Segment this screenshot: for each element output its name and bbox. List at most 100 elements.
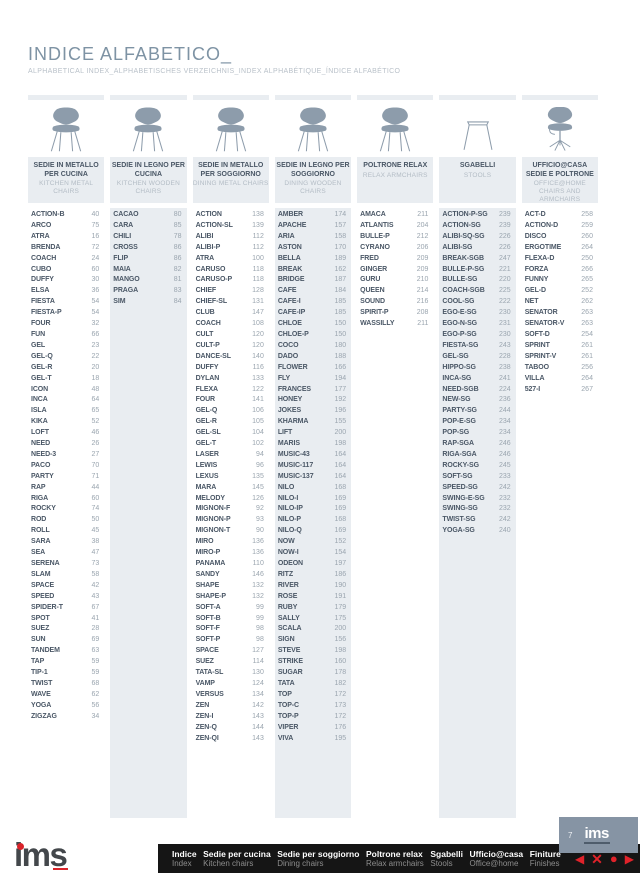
footer-tab-indice[interactable]: Indice Index — [172, 849, 197, 869]
index-entry[interactable]: VIVA 195 — [275, 734, 351, 745]
index-entry[interactable]: SPACE 42 — [28, 581, 104, 592]
index-entry[interactable]: ACTION-SL 139 — [193, 221, 269, 232]
index-entry[interactable]: CARA 85 — [110, 221, 186, 232]
index-entry[interactable]: NILO-IP 169 — [275, 504, 351, 515]
index-entry[interactable]: GEL-T 18 — [28, 374, 104, 385]
index-entry[interactable]: TABOO 256 — [522, 363, 598, 374]
index-entry[interactable]: EGO-E-SG 230 — [439, 308, 515, 319]
index-entry[interactable]: FUN 66 — [28, 330, 104, 341]
index-entry[interactable]: GINGER 209 — [357, 265, 433, 276]
footer-tab-poltrone-relax[interactable]: Poltrone relax Relax armchairs — [366, 849, 424, 869]
index-entry[interactable]: TATA 182 — [275, 679, 351, 690]
index-entry[interactable]: SUN 69 — [28, 635, 104, 646]
index-entry[interactable]: ROCKY 74 — [28, 504, 104, 515]
index-entry[interactable]: ATRA 16 — [28, 232, 104, 243]
index-entry[interactable]: YOGA 56 — [28, 701, 104, 712]
index-entry[interactable]: RUBY 179 — [275, 603, 351, 614]
index-entry[interactable]: MELODY 126 — [193, 494, 269, 505]
index-entry[interactable]: ACTION-P-SG 239 — [439, 210, 515, 221]
index-entry[interactable]: RIGA-SGA 246 — [439, 450, 515, 461]
index-entry[interactable]: POP-SG 234 — [439, 428, 515, 439]
index-entry[interactable]: SHAPE-P 132 — [193, 592, 269, 603]
index-entry[interactable]: LOFT 46 — [28, 428, 104, 439]
index-entry[interactable]: MIRO-P 136 — [193, 548, 269, 559]
index-entry[interactable]: BRENDA 72 — [28, 243, 104, 254]
index-entry[interactable]: SOUND 216 — [357, 297, 433, 308]
index-entry[interactable]: SOFT-D 254 — [522, 330, 598, 341]
index-entry[interactable]: SPRINT-V 261 — [522, 352, 598, 363]
index-entry[interactable]: CARUSO 118 — [193, 265, 269, 276]
index-entry[interactable]: SWING-SG 232 — [439, 504, 515, 515]
index-entry[interactable]: LIFT 200 — [275, 428, 351, 439]
index-entry[interactable]: MIGNON-T 90 — [193, 526, 269, 537]
index-entry[interactable]: DUFFY 30 — [28, 275, 104, 286]
index-entry[interactable]: ARCO 75 — [28, 221, 104, 232]
index-entry[interactable]: JOKES 196 — [275, 406, 351, 417]
index-entry[interactable]: FOUR 141 — [193, 395, 269, 406]
index-entry[interactable]: ZEN-QI 143 — [193, 734, 269, 745]
index-entry[interactable]: ROSE 191 — [275, 592, 351, 603]
index-entry[interactable]: LEXUS 135 — [193, 472, 269, 483]
index-entry[interactable]: BREAK-SGB 247 — [439, 254, 515, 265]
index-entry[interactable]: NEW-SG 236 — [439, 395, 515, 406]
index-entry[interactable]: LEWIS 96 — [193, 461, 269, 472]
index-entry[interactable]: SHAPE 132 — [193, 581, 269, 592]
next-page-icon[interactable]: ▶ — [624, 851, 634, 866]
index-entry[interactable]: SLAM 58 — [28, 570, 104, 581]
index-entry[interactable]: KHARMA 155 — [275, 417, 351, 428]
index-entry[interactable]: EGO-N-SG 231 — [439, 319, 515, 330]
index-entry[interactable]: SEA 47 — [28, 548, 104, 559]
index-entry[interactable]: SUEZ 114 — [193, 657, 269, 668]
index-entry[interactable]: MANGO 81 — [110, 275, 186, 286]
index-entry[interactable]: SOFT-F 98 — [193, 624, 269, 635]
index-entry[interactable]: GEL-Q 22 — [28, 352, 104, 363]
index-entry[interactable]: SANDY 146 — [193, 570, 269, 581]
index-entry[interactable]: CULT 120 — [193, 330, 269, 341]
index-entry[interactable]: ATLANTIS 204 — [357, 221, 433, 232]
index-entry[interactable]: FUNNY 265 — [522, 275, 598, 286]
index-entry[interactable]: TWIST 68 — [28, 679, 104, 690]
index-entry[interactable]: AMACA 211 — [357, 210, 433, 221]
index-entry[interactable]: PARTY-SG 244 — [439, 406, 515, 417]
footer-tab-sedie-per-cucina[interactable]: Sedie per cucina Kitchen chairs — [203, 849, 271, 869]
index-entry[interactable]: NILO-I 169 — [275, 494, 351, 505]
index-entry[interactable]: CHLOE 150 — [275, 319, 351, 330]
index-entry[interactable]: PRAGA 83 — [110, 286, 186, 297]
index-entry[interactable]: TANDEM 63 — [28, 646, 104, 657]
index-entry[interactable]: FLEXA 122 — [193, 385, 269, 396]
index-entry[interactable]: ISLA 65 — [28, 406, 104, 417]
index-entry[interactable]: INCA 64 — [28, 395, 104, 406]
index-entry[interactable]: SPOT 41 — [28, 614, 104, 625]
footer-tab-finiture[interactable]: Finiture Finishes — [530, 849, 561, 869]
index-entry[interactable]: SENATOR-V 263 — [522, 319, 598, 330]
index-entry[interactable]: EGO-P-SG 230 — [439, 330, 515, 341]
index-entry[interactable]: ZEN-Q 144 — [193, 723, 269, 734]
index-entry[interactable]: DUFFY 116 — [193, 363, 269, 374]
index-entry[interactable]: FRANCES 177 — [275, 385, 351, 396]
index-entry[interactable]: APACHE 157 — [275, 221, 351, 232]
index-entry[interactable]: SPRINT 261 — [522, 341, 598, 352]
index-entry[interactable]: SARA 38 — [28, 537, 104, 548]
index-entry[interactable]: MIGNON-P 93 — [193, 515, 269, 526]
index-entry[interactable]: ACT-D 258 — [522, 210, 598, 221]
index-entry[interactable]: ASTON 170 — [275, 243, 351, 254]
index-entry[interactable]: SPEED 43 — [28, 592, 104, 603]
index-entry[interactable]: MUSIC-137 164 — [275, 472, 351, 483]
index-entry[interactable]: VERSUS 134 — [193, 690, 269, 701]
index-entry[interactable]: CUBO 60 — [28, 265, 104, 276]
index-entry[interactable]: COACH 108 — [193, 319, 269, 330]
index-entry[interactable]: KIKA 52 — [28, 417, 104, 428]
index-entry[interactable]: BRIDGE 187 — [275, 275, 351, 286]
index-entry[interactable]: ALIBI-SG 226 — [439, 243, 515, 254]
index-entry[interactable]: DYLAN 133 — [193, 374, 269, 385]
index-entry[interactable]: CYRANO 206 — [357, 243, 433, 254]
index-entry[interactable]: GEL-Q 106 — [193, 406, 269, 417]
index-entry[interactable]: CAFE 184 — [275, 286, 351, 297]
index-entry[interactable]: NILO-P 168 — [275, 515, 351, 526]
index-entry[interactable]: 527-I 267 — [522, 385, 598, 396]
index-entry[interactable]: NEED-SGB 224 — [439, 385, 515, 396]
index-entry[interactable]: NOW-I 154 — [275, 548, 351, 559]
index-entry[interactable]: ALIBI-SQ-SG 226 — [439, 232, 515, 243]
index-entry[interactable]: ZEN 142 — [193, 701, 269, 712]
index-entry[interactable]: ZEN-I 143 — [193, 712, 269, 723]
